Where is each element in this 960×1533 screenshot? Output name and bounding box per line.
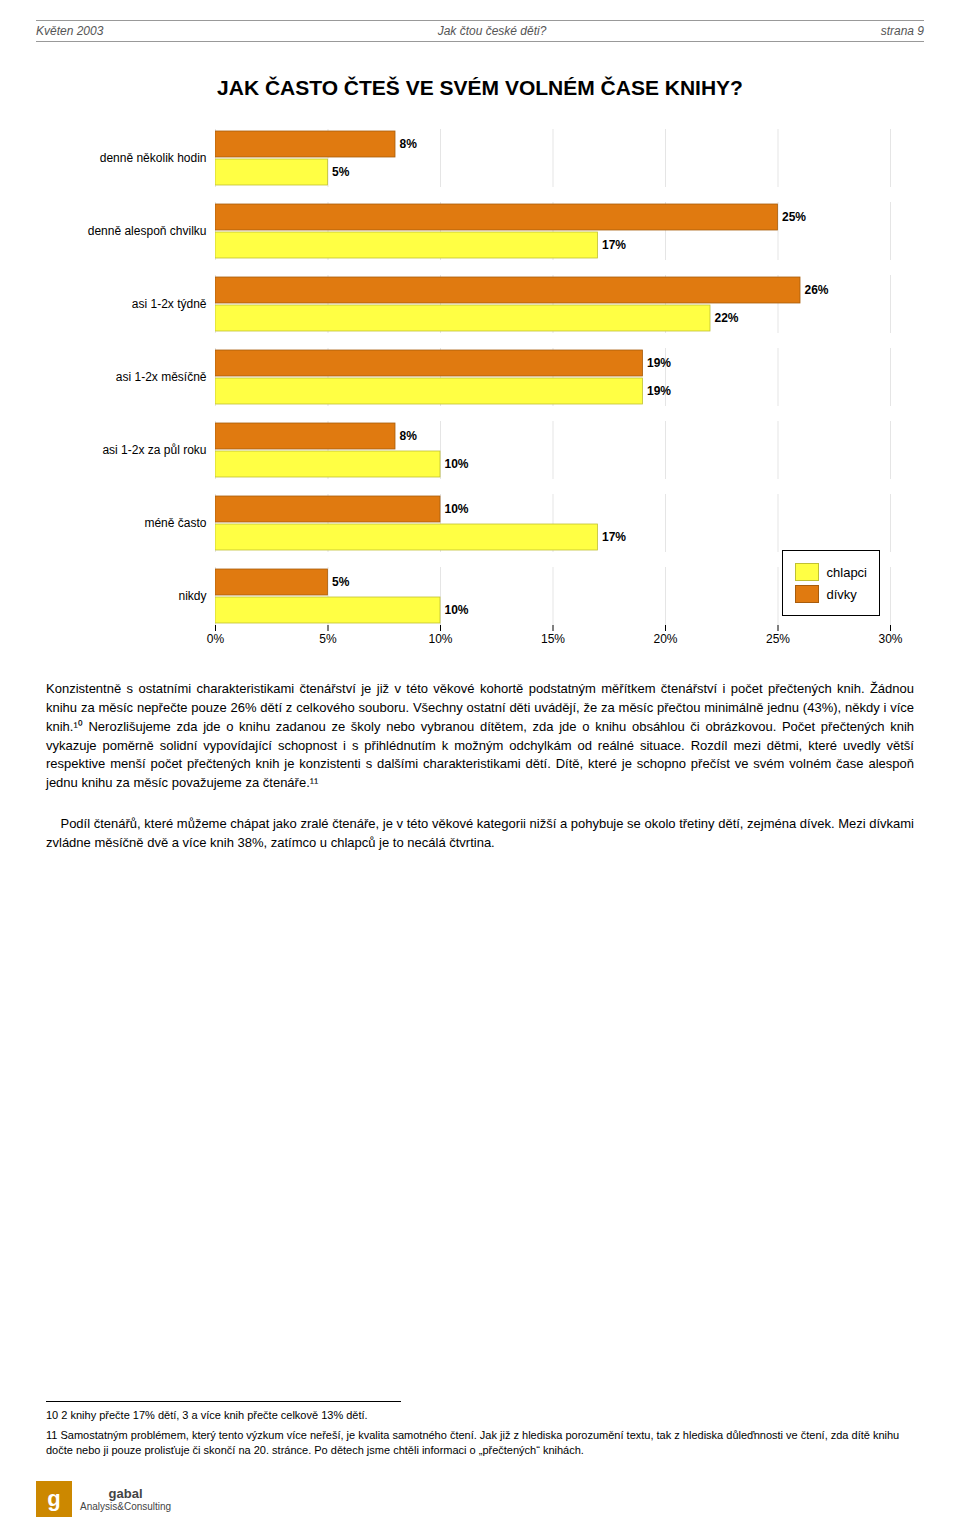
svg-text:19%: 19% bbox=[647, 384, 671, 398]
svg-text:asi 1-2x týdně: asi 1-2x týdně bbox=[132, 297, 207, 311]
svg-text:22%: 22% bbox=[715, 311, 739, 325]
html-text:gabal: gabal bbox=[108, 1486, 143, 1501]
html-text:JAK ČASTO ČTEŠ VE SVÉM VOLNÉM: JAK ČASTO ČTEŠ VE SVÉM VOLNÉM ČASE KNIHY… bbox=[217, 76, 743, 99]
svg-text:10%: 10% bbox=[445, 603, 469, 617]
html-text:dívky: dívky bbox=[826, 586, 857, 602]
svg-text:17%: 17% bbox=[602, 238, 626, 252]
html-text:Jak čtou české děti?: Jak čtou české děti? bbox=[437, 24, 547, 38]
svg-text:17%: 17% bbox=[602, 530, 626, 544]
svg-text:8%: 8% bbox=[400, 137, 418, 151]
svg-text:denně alespoň chvilku: denně alespoň chvilku bbox=[88, 224, 207, 238]
svg-text:méně často: méně často bbox=[144, 516, 206, 530]
svg-text:5%: 5% bbox=[332, 575, 350, 589]
html-text:strana 9: strana 9 bbox=[880, 24, 924, 38]
html-text:g: g bbox=[47, 1486, 61, 1511]
html-text:Konzistentně s ostatními chara: Konzistentně s ostatními charakteristika… bbox=[46, 681, 918, 791]
svg-text:8%: 8% bbox=[400, 429, 418, 443]
html-text:11 Samostatným problémem, kter: 11 Samostatným problémem, který tento vý… bbox=[46, 1429, 900, 1456]
svg-text:10%: 10% bbox=[428, 632, 452, 646]
html-text:chlapci: chlapci bbox=[826, 564, 867, 580]
svg-text:5%: 5% bbox=[319, 632, 337, 646]
svg-text:denně několik hodin: denně několik hodin bbox=[100, 151, 207, 165]
svg-text:10%: 10% bbox=[445, 502, 469, 516]
svg-text:26%: 26% bbox=[805, 283, 829, 297]
svg-text:25%: 25% bbox=[766, 632, 790, 646]
svg-text:30%: 30% bbox=[878, 632, 902, 646]
svg-text:25%: 25% bbox=[782, 210, 806, 224]
svg-text:nikdy: nikdy bbox=[178, 589, 206, 603]
svg-text:15%: 15% bbox=[541, 632, 565, 646]
svg-text:20%: 20% bbox=[653, 632, 677, 646]
svg-text:10%: 10% bbox=[445, 457, 469, 471]
svg-text:5%: 5% bbox=[332, 165, 350, 179]
svg-text:asi 1-2x za půl roku: asi 1-2x za půl roku bbox=[102, 443, 206, 457]
svg-text:19%: 19% bbox=[647, 356, 671, 370]
svg-text:asi 1-2x měsíčně: asi 1-2x měsíčně bbox=[116, 370, 207, 384]
html-text:Analysis&Consulting: Analysis&Consulting bbox=[80, 1501, 172, 1512]
html-text:Květen 2003: Květen 2003 bbox=[36, 24, 104, 38]
html-text:Podíl čtenářů, které můžeme ch: Podíl čtenářů, které můžeme chápat jako … bbox=[46, 816, 918, 850]
svg-text:0%: 0% bbox=[207, 632, 225, 646]
html-text:10 2 knihy přečte 17% dětí, 3: 10 2 knihy přečte 17% dětí, 3 a více kni… bbox=[46, 1409, 368, 1422]
